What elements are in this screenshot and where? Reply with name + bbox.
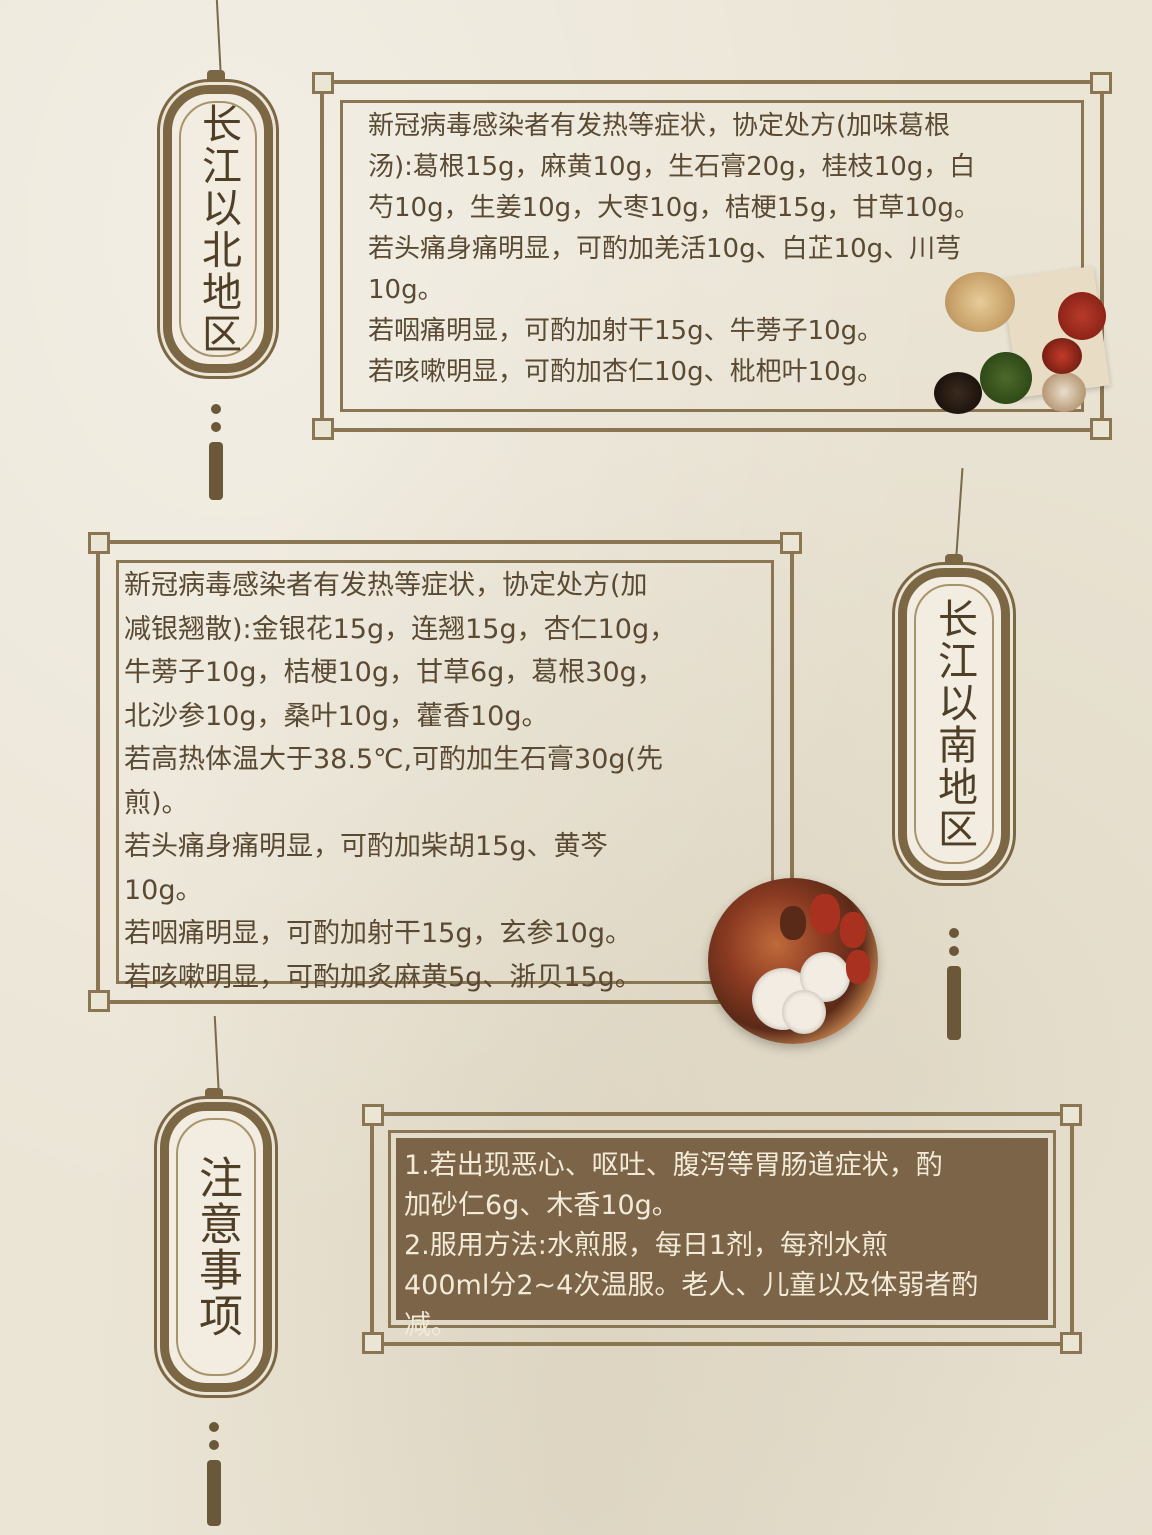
frame-corner (312, 418, 334, 440)
herb-dish (1042, 372, 1086, 412)
knot (949, 946, 959, 956)
herb-dish (980, 352, 1032, 404)
text-line: 若头痛身痛明显，可酌加羌活10g、白芷10g、川芎 (368, 234, 962, 264)
frame-south-outer (96, 540, 794, 1004)
frame-north-inner (340, 100, 1084, 412)
frame-corner (1090, 72, 1112, 94)
prescription-north: 新冠病毒感染者有发热等症状，协定处方(加味葛根 汤):葛根15g，麻黄10g，生… (368, 106, 1068, 393)
text-line: 若咽痛明显，可酌加射干15g、牛蒡子10g。 (368, 316, 884, 346)
herb-dish (945, 272, 1015, 332)
tassel (209, 442, 223, 500)
text-line: 10g。 (124, 874, 203, 906)
frame-corner (88, 990, 110, 1012)
tassel (207, 1460, 221, 1526)
plaque-cap (207, 70, 225, 84)
knot (211, 422, 221, 432)
frame-notes-outer (370, 1112, 1074, 1346)
frame-corner (312, 72, 334, 94)
prescription-south: 新冠病毒感染者有发热等症状，协定处方(加 减银翘散):金银花15g，连翘15g，… (124, 564, 764, 999)
knot (949, 928, 959, 938)
text-line: 煎)。 (124, 787, 189, 819)
text-line: 若高热体温大于38.5℃,可酌加生石膏30g(先 (124, 744, 664, 775)
plaque-north: 长江以北地区 (163, 85, 273, 373)
plaque-cap (205, 1088, 223, 1102)
frame-corner (362, 1104, 384, 1126)
plaque-cap (945, 554, 963, 568)
frame-corner (1060, 1104, 1082, 1126)
text-line: 若咽痛明显，可酌加射干15g，玄参10g。 (124, 918, 632, 949)
text-line: 加砂仁6g、木香10g。 (404, 1190, 679, 1221)
text-line: 北沙参10g，桑叶10g，藿香10g。 (124, 700, 549, 732)
text-line: 新冠病毒感染者有发热等症状，协定处方(加味葛根 (368, 111, 951, 141)
herb-slice (782, 990, 826, 1034)
text-line: 芍10g，生姜10g，大枣10g，桔梗15g，甘草10g。 (368, 193, 980, 223)
plaque-south: 长江以南地区 (898, 568, 1010, 880)
text-line: 10g。 (368, 275, 444, 305)
text-line: 减银翘散):金银花15g，连翘15g，杏仁10g， (124, 613, 677, 645)
frame-corner (362, 1332, 384, 1354)
frame-corner (1060, 1332, 1082, 1354)
notes-content: 1.若出现恶心、呕吐、腹泻等胃肠道症状，酌 加砂仁6g、木香10g。 2.服用方… (404, 1146, 1046, 1346)
knot (211, 404, 221, 414)
hanging-string (954, 468, 964, 568)
frame-corner (88, 532, 110, 554)
plaque-label-notes: 注意事项 (191, 1155, 242, 1339)
plaque-notes: 注意事项 (160, 1102, 272, 1392)
text-line: 减。 (404, 1310, 458, 1341)
text-line: 1.若出现恶心、呕吐、腹泻等胃肠道症状，酌 (404, 1150, 943, 1181)
text-line: 若咳嗽明显，可酌加炙麻黄5g、浙贝15g。 (124, 961, 642, 993)
text-line: 新冠病毒感染者有发热等症状，协定处方(加 (124, 570, 648, 601)
herb-berry (810, 894, 840, 934)
knot (209, 1422, 219, 1432)
herb-berry (846, 950, 870, 984)
text-line: 若头痛身痛明显，可酌加柴胡15g、黄芩 (124, 831, 608, 862)
herb-berry (780, 906, 806, 940)
tassel (947, 966, 961, 1040)
frame-north-outer (320, 80, 1104, 432)
herb-berry (840, 912, 866, 948)
herb-dish (934, 372, 982, 414)
plaque-label-south: 长江以南地区 (931, 598, 977, 850)
notes-box (396, 1138, 1048, 1320)
frame-corner (780, 532, 802, 554)
frame-corner (1090, 418, 1112, 440)
text-line: 汤):葛根15g，麻黄10g，生石膏20g，桂枝10g，白 (368, 152, 976, 182)
plaque-label-north: 长江以北地区 (195, 103, 241, 355)
text-line: 2.服用方法:水煎服，每日1剂，每剂水煎 (404, 1230, 889, 1261)
frame-south-inner (116, 560, 774, 984)
text-line: 若咳嗽明显，可酌加杏仁10g、枇杷叶10g。 (368, 357, 884, 387)
text-line: 400ml分2~4次温服。老人、儿童以及体弱者酌 (404, 1270, 979, 1301)
frame-notes-inner (388, 1130, 1056, 1328)
text-line: 牛蒡子10g，桔梗10g，甘草6g，葛根30g， (124, 657, 664, 688)
herb-dish (1058, 292, 1106, 340)
knot (209, 1440, 219, 1450)
herb-dish (1042, 338, 1082, 374)
